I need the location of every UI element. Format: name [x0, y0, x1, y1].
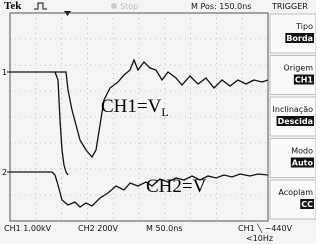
run-indicator	[111, 3, 117, 9]
page: Tek Stop M Pos: 150.0ns TRIGGER 1 2 CH1=…	[0, 0, 316, 244]
ch2-scale: CH2 200V	[78, 224, 119, 233]
menu-label: Origem	[283, 64, 313, 73]
ch1-marker: 1	[2, 68, 7, 77]
menu-value: Auto	[292, 159, 314, 168]
menu-value: Descida	[278, 117, 313, 126]
ch1-annotation-text: CH1=V	[101, 96, 162, 117]
menu-label: Acoplam	[278, 188, 313, 197]
scope-screen: Tek Stop M Pos: 150.0ns TRIGGER 1 2 CH1=…	[0, 0, 316, 244]
menu-label: Tipo	[295, 22, 313, 31]
trigger-level: CH1 ╲ −440V	[238, 223, 293, 233]
ch1-annotation: CH1=VL	[101, 96, 169, 119]
menu-title: TRIGGER	[271, 2, 308, 11]
position: M Pos: 150.0ns	[191, 2, 251, 11]
menu-value: CC	[301, 200, 313, 209]
frequency: <10Hz	[246, 234, 273, 243]
side-menu: Tipo Borda Origem CH1 Inclinação Descida Modo A…	[270, 14, 316, 219]
ch1-scale: CH1 1.00kV	[4, 224, 52, 233]
status: Stop	[120, 2, 138, 11]
time-scale: M 50.0ns	[146, 224, 183, 233]
menu-label: Modo	[291, 147, 313, 156]
ch2-annotation: CH2=V	[146, 176, 207, 197]
menu-value: Borda	[286, 34, 313, 43]
ch1-annotation-subscript: L	[161, 105, 168, 119]
ch2-marker: 2	[2, 168, 7, 177]
background	[0, 0, 316, 244]
menu-value: CH1	[295, 76, 314, 85]
brand: Tek	[4, 0, 22, 12]
menu-label: Inclinação	[273, 105, 314, 114]
